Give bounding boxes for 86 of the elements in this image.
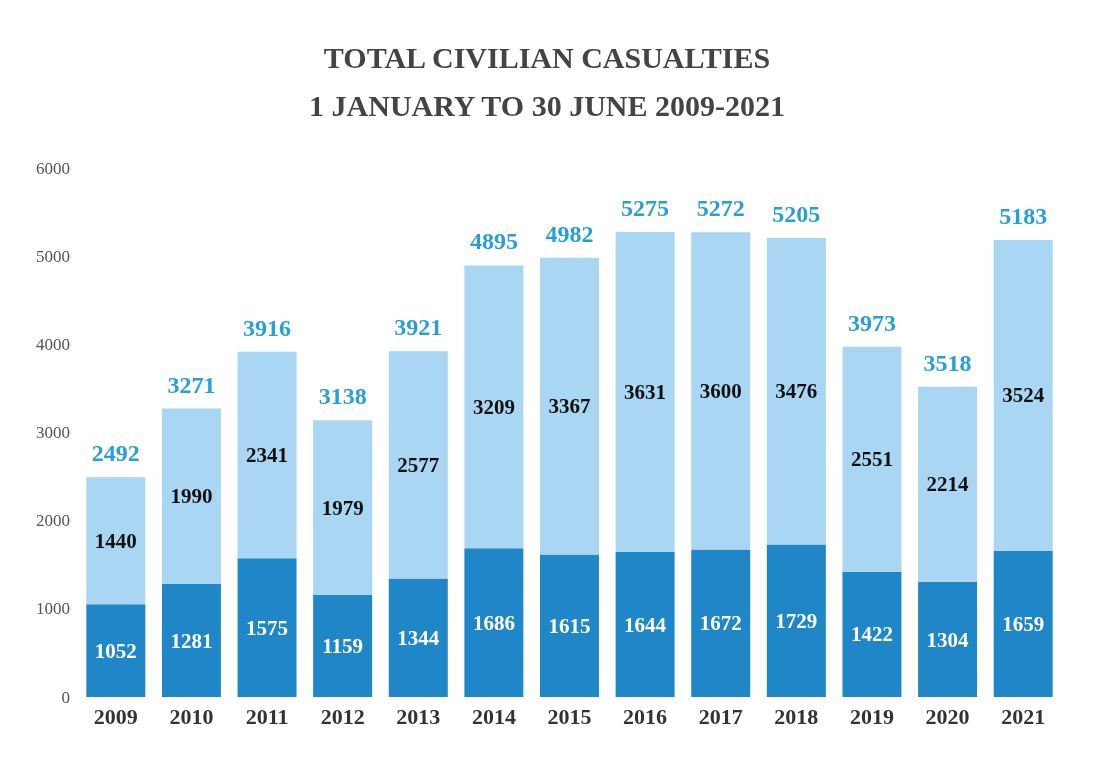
bar (313, 594, 373, 697)
bar (464, 548, 524, 697)
bar (766, 238, 826, 545)
total-label: 5205 (772, 201, 821, 228)
y-tick-label: 2000 (36, 511, 70, 531)
total-label: 3271 (167, 371, 216, 398)
bar (993, 240, 1053, 551)
data-label: 3600 (699, 378, 742, 403)
data-label: 2214 (926, 472, 970, 497)
bar (540, 554, 599, 697)
data-label: 1615 (548, 613, 591, 638)
y-tick-label: 6000 (36, 158, 70, 178)
total-label: 4895 (469, 228, 518, 255)
x-tick-label: 2010 (169, 703, 214, 729)
x-tick-label: 2012 (320, 703, 365, 729)
x-tick-label: 2013 (396, 703, 441, 729)
x-tick-label: 2021 (1001, 703, 1046, 729)
total-label: 4982 (545, 220, 594, 247)
bar (86, 604, 146, 697)
bar (918, 386, 978, 583)
x-tick-label: 2015 (547, 703, 592, 729)
data-label: 3367 (548, 394, 591, 419)
y-tick-label: 0 (61, 687, 70, 707)
bar (388, 578, 448, 697)
bar (161, 408, 221, 585)
bar (237, 558, 297, 697)
bar (161, 584, 221, 697)
data-label: 1344 (397, 625, 440, 650)
total-label: 3518 (923, 349, 972, 376)
data-label: 3476 (775, 379, 818, 404)
bar (615, 231, 675, 553)
x-tick-label: 2020 (925, 703, 970, 729)
y-tick-label: 3000 (36, 423, 70, 442)
y-tick-label: 4000 (36, 334, 70, 354)
chart-title: TOTAL CIVILIAN CASUALTIES 1 JANUARY TO 30 JUNE 2009-2021 (309, 40, 785, 122)
total-label: 3973 (847, 309, 896, 336)
data-label: 1990 (170, 484, 213, 509)
data-label: 1672 (699, 611, 742, 636)
data-label: 2341 (246, 442, 289, 467)
bar (918, 582, 978, 697)
x-tick-label: 2016 (623, 703, 668, 729)
bar (691, 549, 751, 697)
data-label: 1979 (321, 495, 364, 520)
data-label: 1644 (624, 612, 667, 637)
x-tick-label: 2019 (849, 703, 894, 729)
x-tick-label: 2014 (471, 703, 516, 729)
bar (237, 351, 297, 559)
bar (993, 550, 1053, 697)
total-label: 3921 (394, 314, 443, 341)
bar (464, 265, 524, 549)
data-label: 1281 (170, 628, 213, 653)
x-tick-label: 2011 (245, 703, 289, 729)
data-label: 1440 (94, 528, 137, 553)
bar (388, 351, 448, 579)
data-label: 2551 (850, 447, 893, 472)
data-label: 1052 (94, 638, 137, 663)
data-label: 3209 (472, 394, 515, 419)
bar (842, 571, 902, 697)
bar (766, 544, 826, 697)
bar (313, 420, 373, 595)
data-label: 1159 (322, 633, 364, 658)
total-label: 2492 (91, 440, 140, 467)
bar (615, 552, 675, 697)
data-label: 2577 (397, 452, 440, 477)
data-label: 1659 (1002, 611, 1045, 636)
bar (691, 232, 751, 550)
bar (86, 477, 146, 605)
total-label: 3916 (243, 314, 292, 341)
total-label: 5272 (696, 195, 745, 222)
y-tick-label: 1000 (36, 599, 70, 619)
x-tick-label: 2017 (698, 703, 743, 729)
data-label: 1729 (775, 608, 818, 633)
bar (540, 257, 599, 555)
data-label: 1575 (246, 615, 289, 640)
total-label: 5183 (999, 203, 1048, 230)
bar (842, 346, 902, 572)
total-label: 5275 (621, 194, 670, 221)
x-tick-label: 2009 (93, 703, 138, 729)
data-label: 1304 (926, 627, 970, 652)
data-label: 3524 (1002, 383, 1045, 408)
x-tick-label: 2018 (774, 703, 819, 729)
data-label: 1686 (472, 610, 515, 635)
total-label: 3138 (318, 383, 367, 410)
data-label: 3631 (624, 379, 667, 404)
y-tick-label: 5000 (36, 246, 70, 266)
data-label: 1422 (850, 622, 893, 647)
